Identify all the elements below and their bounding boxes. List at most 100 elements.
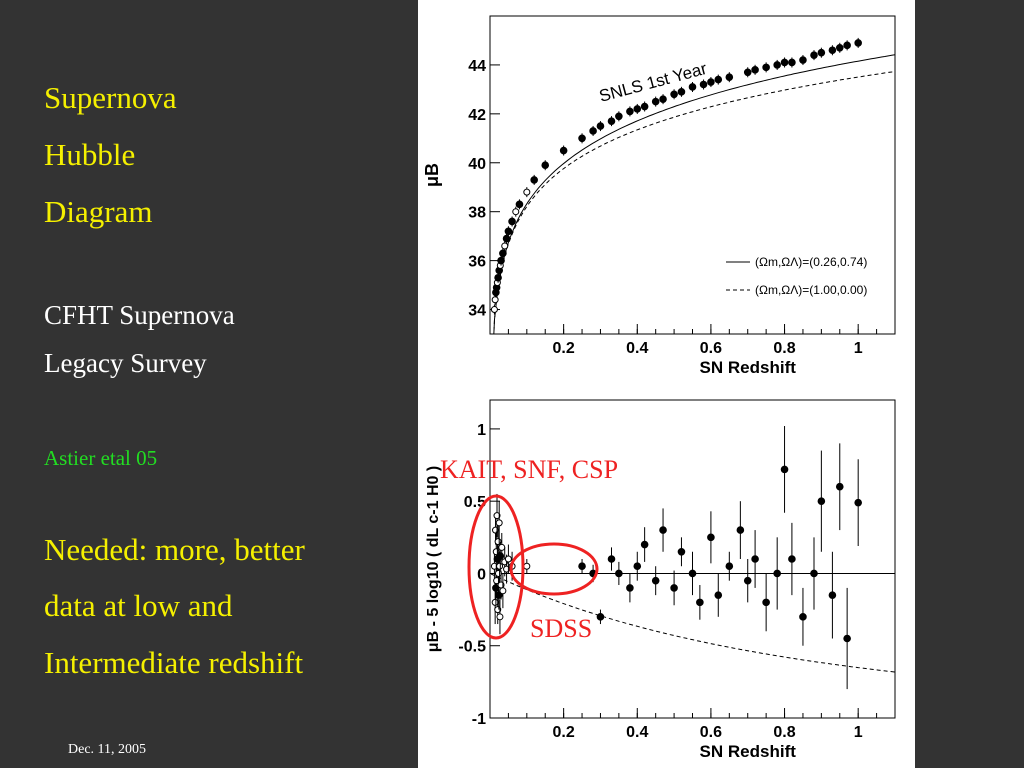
top-chart-data-point — [828, 46, 837, 55]
kait-snf-csp-label: KAIT, SNF, CSP — [440, 455, 619, 484]
bottom-chart-data-point — [615, 569, 623, 578]
top-chart-data-point — [788, 58, 796, 67]
top-chart-x-tick-label: 0.2 — [553, 340, 575, 357]
top-chart-data-point — [659, 95, 667, 103]
bottom-chart-data-point — [780, 465, 789, 474]
top-chart-y-tick-label: 34 — [468, 303, 486, 320]
top-chart-data-point — [651, 97, 660, 106]
top-chart-data-point — [743, 68, 752, 77]
bottom-chart-data-point — [496, 613, 504, 621]
bottom-chart-data-point — [651, 576, 660, 585]
slide-title-line-3: Diagram — [44, 194, 153, 229]
bottom-chart-x-tick-label: 1 — [854, 724, 863, 741]
bottom-chart-data-point — [596, 613, 605, 621]
bottom-chart-data-point — [499, 587, 507, 595]
bottom-chart-data-point — [799, 613, 807, 621]
figure-panel: 0.2 0.4 0.6 0.8 1 34 36 38 40 42 44 SN Redshift μB SN… — [418, 0, 915, 768]
top-chart-data-point — [688, 83, 697, 91]
bottom-chart-data-point — [589, 569, 597, 578]
slide-title-line-2: Hubble — [44, 137, 136, 172]
bottom-chart-data-point — [788, 555, 796, 563]
bottom-chart-data-point — [743, 576, 752, 585]
survey-line-1: CFHT Supernova — [44, 300, 235, 330]
top-chart-data-point — [640, 102, 649, 111]
top-chart-y-tick-label: 42 — [468, 107, 486, 124]
top-chart-data-point — [854, 39, 862, 47]
slide-date: Dec. 11, 2005 — [68, 742, 147, 757]
top-chart-data-point — [615, 112, 623, 121]
top-chart-data-point — [751, 66, 759, 74]
top-chart-y-axis-label: μB — [422, 163, 442, 187]
bottom-chart-data-point — [714, 591, 723, 599]
top-chart-plot-area — [490, 37, 895, 334]
bottom-chart-data-point — [707, 533, 715, 542]
top-chart-y-tick-label: 36 — [468, 254, 486, 271]
top-chart-data-point — [530, 176, 538, 184]
bottom-chart-data-point — [659, 526, 667, 534]
bottom-chart-data-point — [725, 562, 734, 571]
bottom-chart-x-tick-label: 0.8 — [773, 724, 795, 741]
top-chart-data-point — [670, 90, 678, 99]
top-chart-data-point — [773, 61, 781, 69]
bottom-chart-data-point — [496, 552, 505, 560]
bottom-chart-data-point — [626, 584, 634, 592]
top-chart-data-point — [626, 107, 634, 116]
bottom-chart-data-point — [495, 519, 503, 527]
bottom-chart-y-tick-label: -0.5 — [458, 639, 486, 656]
top-chart-legend-label: (Ωm,ΩΛ)=(0.26,0.74) — [755, 255, 867, 269]
top-chart-data-point — [508, 217, 516, 226]
bottom-chart-x-tick-label: 0.6 — [700, 724, 722, 741]
bottom-chart-data-point — [696, 598, 704, 607]
bottom-chart-x-axis-label: SN Redshift — [700, 742, 797, 761]
bottom-chart-model-curve-dashed — [490, 573, 895, 673]
top-chart-x-tick-label: 1 — [854, 340, 863, 357]
top-chart-data-point — [578, 134, 586, 143]
top-chart-data-point — [633, 105, 642, 113]
bottom-chart-data-point — [578, 562, 586, 571]
citation: Astier etal 05 — [44, 446, 158, 470]
top-chart-data-point — [501, 242, 509, 250]
top-chart-data-point — [515, 200, 524, 209]
top-chart-legend-label: (Ωm,ΩΛ)=(1.00,0.00) — [755, 283, 867, 297]
top-chart-data-point — [541, 161, 550, 170]
slide-title-line-1: Supernova — [44, 80, 177, 115]
bottom-chart-data-point — [810, 569, 818, 578]
top-chart-data-point — [799, 56, 807, 64]
top-chart-data-point — [491, 296, 499, 304]
top-chart-data-point — [707, 78, 715, 86]
bottom-chart-data-point — [508, 562, 516, 570]
top-chart-y-tick-label: 40 — [468, 156, 486, 173]
bottom-chart-x-tick-label: 0.4 — [626, 724, 648, 741]
top-chart-data-point — [589, 127, 597, 135]
top-chart-data-point — [490, 306, 498, 314]
top-chart-model-curve-solid — [493, 54, 895, 334]
bottom-chart-data-point — [677, 547, 686, 556]
bottom-chart-data-point — [817, 497, 826, 505]
bottom-chart-data-point — [843, 634, 851, 643]
bottom-chart-data-point — [640, 540, 649, 549]
top-chart-data-point — [502, 234, 511, 243]
top-chart-y-tick-label: 38 — [468, 205, 486, 222]
top-chart-x-tick-label: 0.4 — [626, 340, 648, 357]
top-chart-data-point — [677, 88, 686, 96]
bottom-chart-data-point — [773, 569, 781, 578]
bottom-chart-data-point — [633, 562, 642, 571]
top-chart-x-tick-label: 0.8 — [773, 340, 795, 357]
top-chart-model-curve-dashed — [493, 71, 895, 334]
bottom-chart-y-tick-label: 0.5 — [464, 494, 486, 511]
top-chart-data-point — [512, 208, 520, 216]
top-chart-data-point — [843, 41, 851, 50]
sdss-label: SDSS — [530, 614, 593, 643]
bottom-chart-data-point — [607, 555, 616, 563]
top-chart-data-point — [762, 63, 770, 72]
bottom-chart-data-point — [835, 482, 844, 491]
top-chart-data-point — [523, 188, 531, 196]
needed-line-2: data at low and — [44, 588, 233, 623]
bottom-chart-data-point — [828, 591, 837, 599]
residual-chart: 0.2 0.4 0.6 0.8 1 -1 -0.5 0 0.5 1 SN Redshift μB - … — [425, 399, 896, 761]
top-chart-data-point — [499, 249, 507, 258]
top-chart-data-point — [494, 273, 502, 282]
bottom-chart-y-tick-label: 1 — [477, 422, 486, 439]
bottom-chart-data-point — [736, 526, 745, 534]
